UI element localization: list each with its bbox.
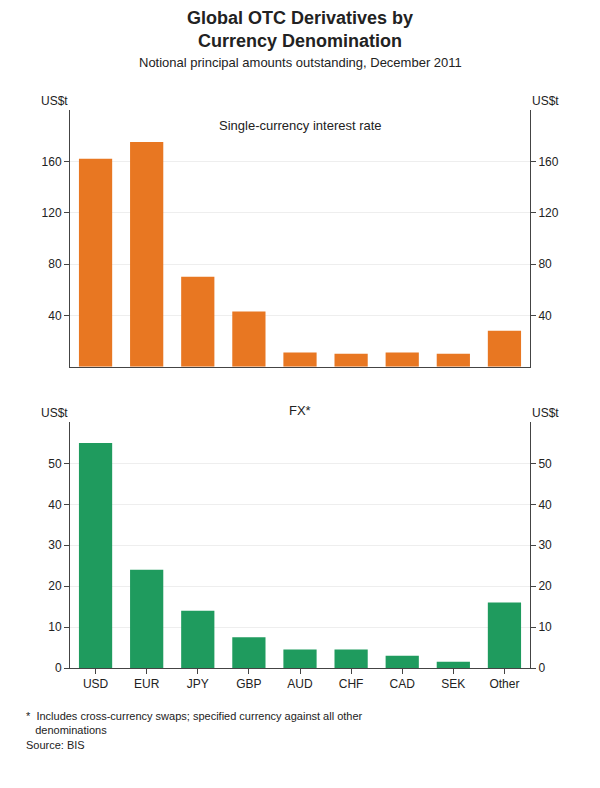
svg-text:80: 80 — [538, 257, 552, 271]
svg-text:40: 40 — [538, 309, 552, 323]
svg-text:FX*: FX* — [289, 403, 311, 418]
svg-text:CAD: CAD — [390, 677, 416, 691]
svg-text:120: 120 — [42, 206, 62, 220]
svg-text:US$t: US$t — [41, 406, 68, 420]
svg-text:JPY: JPY — [187, 677, 209, 691]
svg-text:USD: USD — [83, 677, 109, 691]
svg-text:30: 30 — [48, 538, 62, 552]
svg-text:Global OTC Derivatives byCurre: Global OTC Derivatives byCurrency Denomi… — [187, 8, 413, 51]
svg-text:10: 10 — [48, 620, 62, 634]
svg-text:20: 20 — [48, 579, 62, 593]
svg-text:US$t: US$t — [532, 94, 559, 108]
svg-text:0: 0 — [538, 661, 545, 675]
svg-text:40: 40 — [48, 498, 62, 512]
svg-text:50: 50 — [48, 457, 62, 471]
svg-text:80: 80 — [48, 257, 62, 271]
svg-text:120: 120 — [538, 206, 558, 220]
svg-text:US$t: US$t — [532, 406, 559, 420]
svg-text:Notional principal amounts out: Notional principal amounts outstanding, … — [139, 55, 462, 70]
svg-text:* Includes cross-currency swa: * Includes cross-currency swaps; specifi… — [26, 710, 363, 751]
svg-text:Single-currency interest rate: Single-currency interest rate — [219, 118, 382, 133]
svg-text:SEK: SEK — [441, 677, 465, 691]
svg-text:50: 50 — [538, 457, 552, 471]
svg-text:40: 40 — [48, 309, 62, 323]
svg-text:Other: Other — [489, 677, 519, 691]
svg-text:GBP: GBP — [236, 677, 261, 691]
svg-text:10: 10 — [538, 620, 552, 634]
svg-text:EUR: EUR — [134, 677, 160, 691]
svg-text:30: 30 — [538, 538, 552, 552]
svg-text:AUD: AUD — [287, 677, 313, 691]
svg-text:CHF: CHF — [339, 677, 364, 691]
svg-text:40: 40 — [538, 498, 552, 512]
svg-text:US$t: US$t — [41, 94, 68, 108]
svg-text:160: 160 — [42, 155, 62, 169]
svg-text:0: 0 — [55, 661, 62, 675]
svg-text:20: 20 — [538, 579, 552, 593]
svg-text:160: 160 — [538, 155, 558, 169]
